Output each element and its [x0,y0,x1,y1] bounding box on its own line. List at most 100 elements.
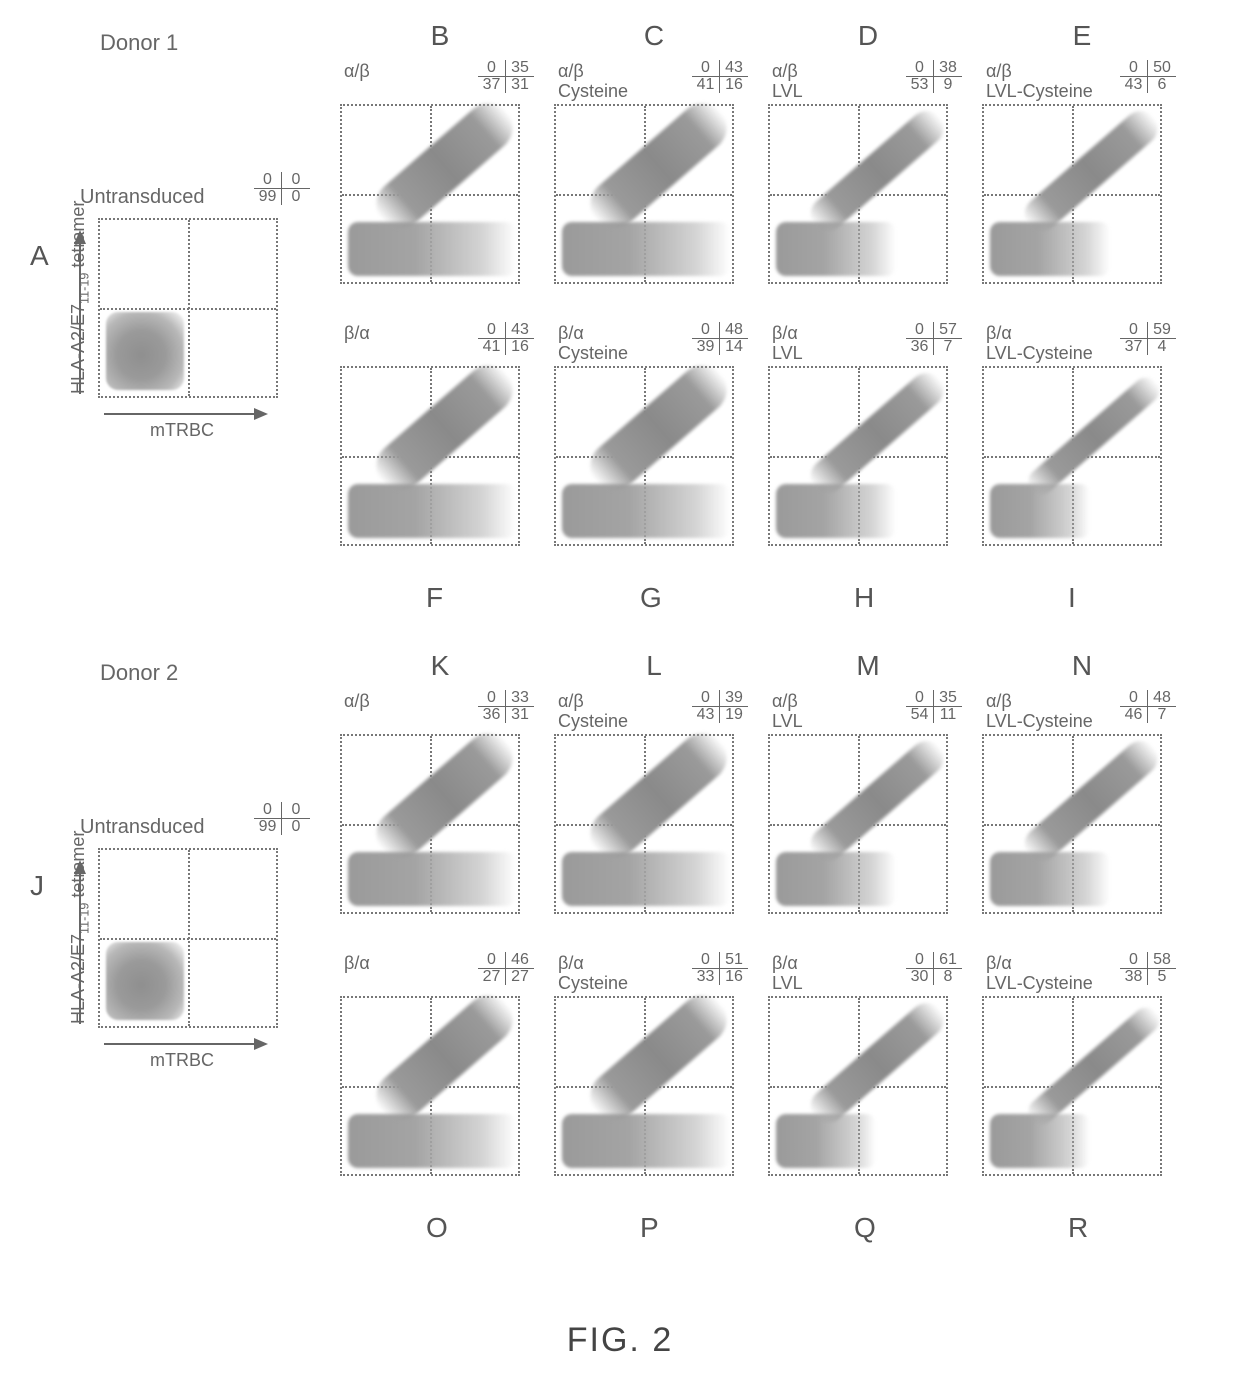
donor-block: Donor 1BCDE A Untransduced 00 990 HLA-A2… [60,30,1190,590]
facs-panel: α/β 033 3631 [340,690,540,940]
quadrant-readout: 043 4116 [478,322,534,355]
scatter-streak [804,734,951,868]
facs-plot [554,996,734,1176]
panel-letter: C [634,20,674,52]
x-axis [104,408,268,420]
facs-panel: β/α LVL 061 308 Q [768,952,968,1202]
panel-condition: β/α Cysteine [558,324,628,364]
facs-panel: β/α Cysteine 051 3316 P [554,952,754,1202]
facs-plot [982,734,1162,914]
facs-panel: β/α LVL-Cysteine 058 385 R [982,952,1182,1202]
quadrant-readout: 035 3731 [478,60,534,93]
panel-condition: α/β LVL-Cysteine [986,62,1093,102]
facs-panel: α/β Cysteine 039 4319 [554,690,754,940]
panel-condition: β/α LVL [772,954,803,994]
donor-title: Donor 1 [100,30,178,56]
facs-panel: β/α 043 4116 F [340,322,540,572]
panel-condition: β/α [344,954,370,974]
quadrant-readout: 061 308 [906,952,962,985]
figure-2: Donor 1BCDE A Untransduced 00 990 HLA-A2… [60,30,1190,1290]
arrow-right-icon [254,1038,268,1050]
panel-condition: β/α Cysteine [558,954,628,994]
scatter-streak [581,94,737,238]
scatter-lowband [348,484,516,538]
panel-condition: α/β LVL-Cysteine [986,692,1093,732]
quadrant-readout: 050 436 [1120,60,1176,93]
y-axis-label: HLA-A2/E711-19 tetramer [68,831,92,1024]
facs-plot [768,996,948,1176]
x-axis-label: mTRBC [150,1050,214,1071]
quadrant-readout: 057 367 [906,322,962,355]
panel-condition: α/β Cysteine [558,692,628,732]
scatter-cloud [106,312,184,390]
y-axis-label: HLA-A2/E711-19 tetramer [68,201,92,394]
facs-plot [982,104,1162,284]
facs-plot [554,734,734,914]
scatter-streak [367,724,523,868]
panel-condition: α/β Cysteine [558,62,628,102]
scatter-lowband [562,852,730,906]
control-label: Untransduced [80,816,205,839]
scatter-streak [367,986,523,1130]
panel-letter: J [30,870,44,902]
panel-condition: α/β LVL [772,62,803,102]
facs-plot [982,366,1162,546]
panel-letter: R [1068,1212,1088,1244]
quadrant-readout: 035 5411 [906,690,962,723]
panel-letter: K [420,650,460,682]
figure-caption: FIG. 2 [0,1321,1240,1360]
scatter-lowband [776,222,896,276]
scatter-streak [1018,104,1165,238]
scatter-streak [804,996,951,1130]
donor-block: Donor 2KLMN J Untransduced 00 990 HLA-A2… [60,660,1190,1220]
facs-plot [982,996,1162,1176]
quadrant-readout: 00 990 [254,802,310,835]
panel-condition: α/β LVL [772,692,803,732]
facs-plot [768,104,948,284]
scatter-lowband [562,222,730,276]
panel-condition: β/α [344,324,370,344]
panel-condition: α/β [344,62,370,82]
donor-title: Donor 2 [100,660,178,686]
scatter-streak [367,94,523,238]
scatter-streak [1023,1002,1165,1130]
panel-condition: β/α LVL [772,324,803,364]
scatter-cloud [106,942,184,1020]
scatter-lowband [562,1114,730,1168]
facs-plot [340,366,520,546]
donor-blocks-container: Donor 1BCDE A Untransduced 00 990 HLA-A2… [60,30,1190,1220]
panel-letter: D [848,20,888,52]
scatter-streak [581,724,737,868]
panel-letter: H [854,582,874,614]
quadrant-readout: 033 3631 [478,690,534,723]
scatter-streak [804,366,951,500]
facs-panel: α/β 035 3731 [340,60,540,310]
scatter-lowband [562,484,730,538]
scatter-lowband [990,852,1110,906]
arrow-right-icon [254,408,268,420]
facs-plot [554,104,734,284]
panel-grid: α/β 035 3731 α/β Cysteine 043 4116 [340,60,1182,572]
facs-panel: β/α LVL-Cysteine 059 374 I [982,322,1182,572]
panel-grid: α/β 033 3631 α/β Cysteine 039 4319 [340,690,1182,1202]
facs-plot [768,366,948,546]
panel-letter: G [640,582,662,614]
quadrant-readout: 043 4116 [692,60,748,93]
facs-panel: α/β LVL-Cysteine 050 436 [982,60,1182,310]
panel-letter: F [426,582,443,614]
panel-condition: α/β [344,692,370,712]
panel-letter: L [634,650,674,682]
scatter-lowband [348,852,516,906]
facs-plot [98,218,278,398]
panel-condition: β/α LVL-Cysteine [986,954,1093,994]
quadrant-readout: 048 467 [1120,690,1176,723]
facs-panel: α/β LVL 038 539 [768,60,968,310]
scatter-lowband [348,1114,516,1168]
quadrant-readout: 059 374 [1120,322,1176,355]
panel-condition: β/α LVL-Cysteine [986,324,1093,364]
quadrant-readout: 046 2727 [478,952,534,985]
facs-panel: β/α 046 2727 O [340,952,540,1202]
quadrant-readout: 039 4319 [692,690,748,723]
x-axis-label: mTRBC [150,420,214,441]
quadrant-readout: 051 3316 [692,952,748,985]
